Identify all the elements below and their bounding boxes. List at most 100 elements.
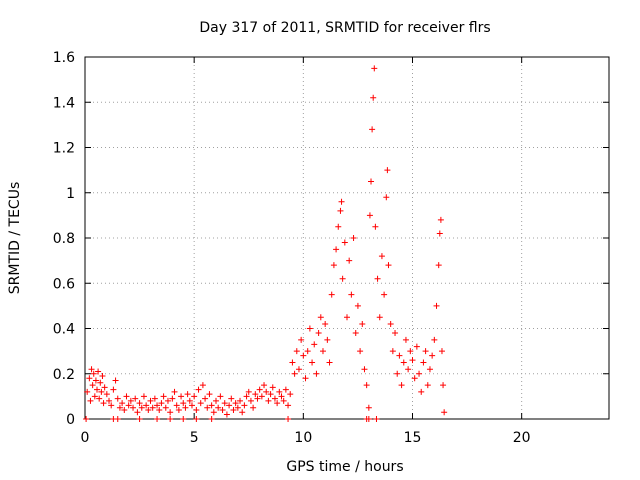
x-tick-label: 15: [404, 430, 422, 446]
data-point: [359, 320, 366, 327]
data-point: [230, 406, 237, 413]
data-point: [328, 291, 335, 298]
data-point: [302, 375, 309, 382]
data-point: [202, 395, 209, 402]
data-point: [134, 409, 141, 416]
data-point: [263, 388, 270, 395]
data-point: [173, 402, 180, 409]
data-point: [298, 336, 305, 343]
data-point: [352, 330, 359, 337]
data-point: [313, 370, 320, 377]
data-point: [191, 393, 198, 400]
data-point: [182, 404, 189, 411]
y-tick-label: 0.2: [53, 367, 75, 383]
data-point: [317, 314, 324, 321]
data-point: [228, 395, 235, 402]
x-tick-label: 10: [294, 430, 312, 446]
data-point: [426, 366, 433, 373]
data-point: [396, 352, 403, 359]
data-point: [184, 391, 191, 398]
data-point: [247, 397, 254, 404]
data-point: [199, 382, 206, 389]
data-point: [289, 359, 296, 366]
data-point: [167, 416, 174, 422]
data-point: [232, 400, 239, 407]
data-point: [180, 416, 187, 422]
data-point: [378, 253, 385, 260]
data-point: [87, 397, 94, 404]
data-point: [92, 377, 99, 384]
data-point: [193, 406, 200, 413]
data-point: [171, 388, 178, 395]
data-point: [276, 388, 283, 395]
data-point: [338, 198, 345, 205]
data-point: [164, 397, 171, 404]
data-point: [371, 65, 378, 72]
data-point: [267, 391, 274, 398]
data-point: [149, 404, 156, 411]
data-point: [269, 384, 276, 391]
data-point: [215, 404, 222, 411]
data-point: [110, 386, 117, 393]
data-point: [208, 402, 215, 409]
data-point: [221, 400, 228, 407]
data-point: [420, 359, 427, 366]
data-point: [280, 397, 287, 404]
data-point: [178, 393, 185, 400]
data-point: [306, 325, 313, 332]
data-point: [90, 370, 97, 377]
data-point: [258, 393, 265, 400]
y-tick-label: 1.4: [53, 95, 75, 111]
data-point: [348, 291, 355, 298]
data-point: [411, 375, 418, 382]
data-point: [293, 348, 300, 355]
data-point: [132, 395, 139, 402]
data-point: [160, 393, 167, 400]
data-point: [119, 400, 126, 407]
data-point: [385, 262, 392, 269]
y-tick-label: 0.6: [53, 276, 75, 292]
x-axis-label: GPS time / hours: [286, 459, 403, 475]
data-point: [123, 393, 130, 400]
data-point: [210, 409, 217, 416]
data-point: [116, 404, 123, 411]
data-point: [112, 377, 119, 384]
data-point: [261, 382, 268, 389]
data-point: [217, 393, 224, 400]
data-point: [167, 409, 174, 416]
data-point: [89, 382, 96, 389]
data-point: [223, 411, 230, 418]
data-point: [392, 330, 399, 337]
y-tick-label: 1.2: [53, 141, 75, 157]
data-point: [354, 302, 361, 309]
data-point: [256, 386, 263, 393]
data-point: [374, 275, 381, 282]
data-point: [424, 382, 431, 389]
data-point: [291, 370, 298, 377]
data-point: [95, 368, 102, 375]
data-point: [409, 357, 416, 364]
data-point: [175, 406, 182, 413]
y-tick-label: 0.8: [53, 231, 75, 247]
data-point: [413, 343, 420, 350]
data-point: [363, 382, 370, 389]
data-point: [108, 402, 115, 409]
x-tick-label: 20: [513, 430, 531, 446]
data-point: [398, 382, 405, 389]
data-point: [106, 397, 113, 404]
data-point: [143, 402, 150, 409]
data-point: [300, 352, 307, 359]
data-point: [335, 223, 342, 230]
data-point: [304, 348, 311, 355]
data-point: [416, 370, 423, 377]
data-point: [287, 391, 294, 398]
data-point: [341, 239, 348, 246]
data-point: [241, 402, 248, 409]
data-point: [243, 393, 250, 400]
y-axis-label: SRMTID / TECUs: [7, 182, 23, 295]
data-point: [381, 291, 388, 298]
data-point: [285, 402, 292, 409]
data-point: [250, 404, 257, 411]
data-point: [83, 416, 90, 422]
